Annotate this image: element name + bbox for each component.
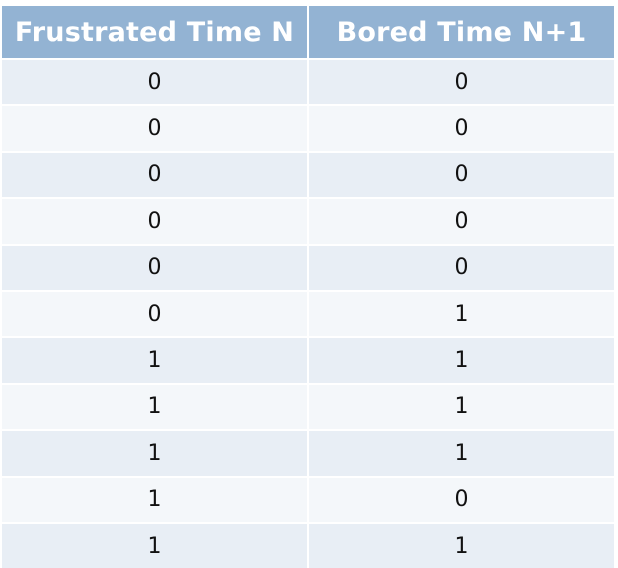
cell-bored: 0 [307,105,614,152]
cell-bored: 0 [307,151,614,199]
table-row: 0 0 [2,105,614,152]
cell-frustrated: 0 [2,59,308,106]
cell-frustrated: 0 [2,105,308,152]
cell-frustrated: 1 [2,337,308,384]
cell-bored: 0 [307,59,614,106]
header-bored-time-n-plus-1: Bored Time N+1 [307,6,614,59]
cell-bored: 1 [307,337,614,384]
cell-bored: 0 [307,476,614,523]
table-header: Frustrated Time N Bored Time N+1 [2,6,614,59]
cell-bored: 0 [307,244,614,291]
table-body: 0 0 0 0 0 0 0 0 0 0 0 1 [2,59,614,568]
table-row: 1 1 [2,430,614,477]
cell-frustrated: 1 [2,476,308,523]
cell-frustrated: 1 [2,383,308,431]
header-frustrated-time-n: Frustrated Time N [2,6,308,59]
cell-frustrated: 0 [2,198,308,245]
table-row: 0 0 [2,198,614,245]
table-row: 1 1 [2,337,614,384]
cell-frustrated: 0 [2,290,308,338]
table-row: 1 1 [2,383,614,431]
cell-bored: 0 [307,198,614,245]
table-row: 0 1 [2,290,614,338]
data-table: Frustrated Time N Bored Time N+1 0 0 0 0… [2,6,614,568]
header-row: Frustrated Time N Bored Time N+1 [2,6,614,59]
cell-bored: 1 [307,522,614,568]
cell-frustrated: 1 [2,522,308,568]
cell-bored: 1 [307,290,614,338]
cell-frustrated: 1 [2,430,308,477]
cell-bored: 1 [307,430,614,477]
data-table-container: Frustrated Time N Bored Time N+1 0 0 0 0… [2,6,614,568]
table-row: 1 1 [2,522,614,568]
table-row: 0 0 [2,244,614,291]
table-row: 1 0 [2,476,614,523]
cell-frustrated: 0 [2,244,308,291]
table-row: 0 0 [2,151,614,199]
table-row: 0 0 [2,59,614,106]
cell-frustrated: 0 [2,151,308,199]
cell-bored: 1 [307,383,614,431]
